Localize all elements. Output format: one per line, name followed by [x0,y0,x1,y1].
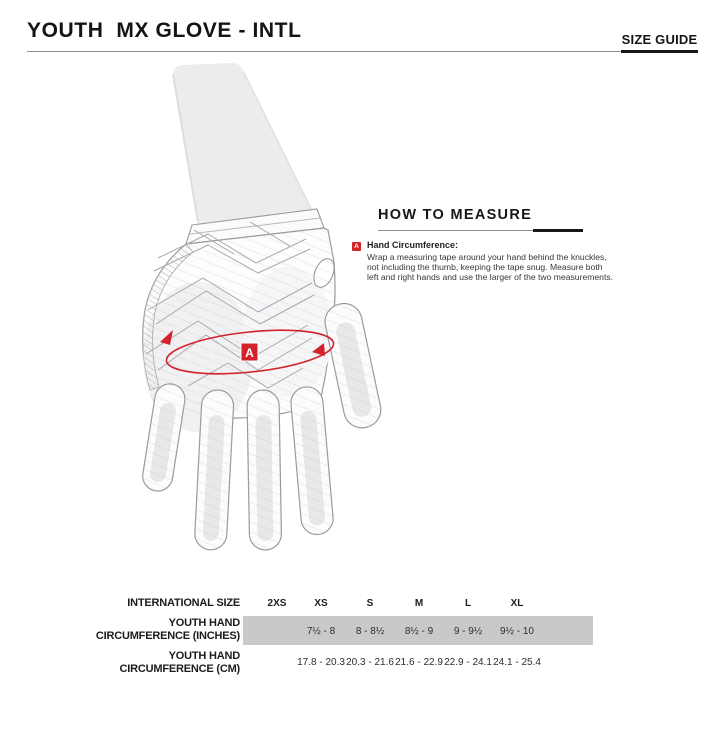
row-label-international-size: INTERNATIONAL SIZE [127,597,240,609]
measure-instructions: Wrap a measuring tape around your hand b… [367,252,613,282]
table-highlight-band [243,616,593,645]
size-cell: XS [314,598,328,609]
inches-cell: 8 - 8½ [355,626,385,637]
page-title: YOUTH MX GLOVE - INTL [27,19,302,42]
header-divider [27,51,697,52]
cm-cell: 22.9 - 24.1 [444,657,492,668]
size-cell: L [464,598,472,609]
how-to-measure-heading: HOW TO MEASURE [378,207,533,223]
size-guide-underline [621,50,698,53]
cm-cell: 21.6 - 22.9 [395,657,443,668]
legend-marker-a: A [352,242,361,251]
inches-cell: 8½ - 9 [404,626,434,637]
cm-cell: 17.8 - 20.3 [297,657,345,668]
inches-cell: 9½ - 10 [500,626,534,637]
forearm [172,63,312,224]
how-to-measure-divider [378,230,583,231]
inches-cell: 9 - 9½ [453,626,483,637]
cm-cell: 20.3 - 21.6 [346,657,394,668]
size-cell: M [414,598,424,609]
measurement-marker-a: A [240,342,259,362]
fabric-hatch [140,228,385,551]
size-guide-label: SIZE GUIDE [621,32,698,47]
measurement-ellipse [160,329,335,375]
how-to-measure-divider-accent [533,229,583,232]
glove-illustration: A [140,63,385,551]
instruction-line: not including the thumb, keeping the tap… [367,262,603,272]
hand-circumference-label: Hand Circumference: [367,240,459,250]
svg-text:A: A [245,346,254,360]
instruction-line: Wrap a measuring tape around your hand b… [367,252,607,262]
instruction-line: left and right hands and use the larger … [367,272,614,282]
row-label-inches: YOUTH HAND CIRCUMFERENCE (INCHES) [95,617,240,642]
size-cell: S [366,598,374,609]
inches-cell: 7½ - 8 [306,626,336,637]
size-cell: XL [510,598,524,609]
cm-cell: 24.1 - 25.4 [493,657,541,668]
row-label-cm: YOUTH HAND CIRCUMFERENCE (CM) [119,650,241,675]
size-cell: 2XS [267,598,287,609]
